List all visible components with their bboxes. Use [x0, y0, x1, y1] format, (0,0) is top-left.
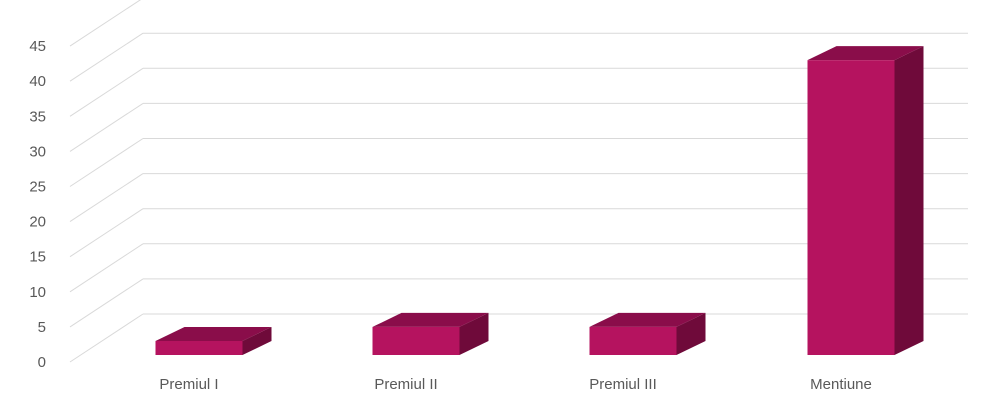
- bar-top: [807, 46, 924, 61]
- gridline-diagonal: [69, 243, 144, 293]
- bar: [589, 312, 706, 355]
- bar-side: [459, 312, 489, 355]
- bar-front: [155, 340, 243, 355]
- bar-side: [676, 312, 706, 355]
- bar-front: [807, 60, 895, 355]
- bar-side: [242, 326, 272, 355]
- y-tick-label: 30: [29, 143, 46, 160]
- bar-front: [372, 326, 460, 355]
- y-tick-label: 35: [29, 108, 46, 125]
- gridline-diagonal: [69, 138, 144, 187]
- y-tick-label: 0: [38, 354, 46, 371]
- x-category-label: Mentiune: [810, 376, 872, 393]
- bar-top: [372, 312, 489, 327]
- y-tick-label: 20: [29, 214, 46, 231]
- bar-top: [589, 312, 706, 327]
- y-tick-label: 40: [29, 73, 46, 90]
- bars: [155, 46, 924, 355]
- bar-side: [894, 46, 924, 355]
- y-tick-label: 10: [29, 284, 46, 301]
- bar: [372, 312, 489, 355]
- bar-top: [155, 326, 272, 341]
- y-tick-label: 25: [29, 179, 46, 196]
- y-axis-ticks: 0 5 10 15 20 25 30 35 40 45: [29, 38, 46, 371]
- gridline-diagonal: [69, 67, 144, 117]
- y-tick-label: 45: [29, 38, 46, 55]
- x-category-label: Premiul III: [589, 376, 657, 393]
- gridline-diagonal: [69, 278, 144, 328]
- x-category-label: Premiul II: [374, 376, 437, 393]
- y-tick-label: 15: [29, 249, 46, 266]
- gridline-diagonal: [69, 313, 144, 363]
- bar: [807, 46, 924, 355]
- gridline-diagonal: [69, 208, 144, 258]
- gridline-diagonal: [69, 102, 144, 152]
- bar-front: [589, 326, 677, 355]
- gridline-diagonal: [69, 32, 144, 82]
- bar: [155, 326, 272, 355]
- x-category-label: Premiul I: [159, 376, 218, 393]
- x-axis-categories: Premiul I Premiul II Premiul III Mentiune: [159, 376, 871, 393]
- gridline-diagonal: [69, 0, 142, 47]
- gridline-diagonal: [69, 173, 144, 223]
- y-tick-label: 5: [38, 319, 46, 336]
